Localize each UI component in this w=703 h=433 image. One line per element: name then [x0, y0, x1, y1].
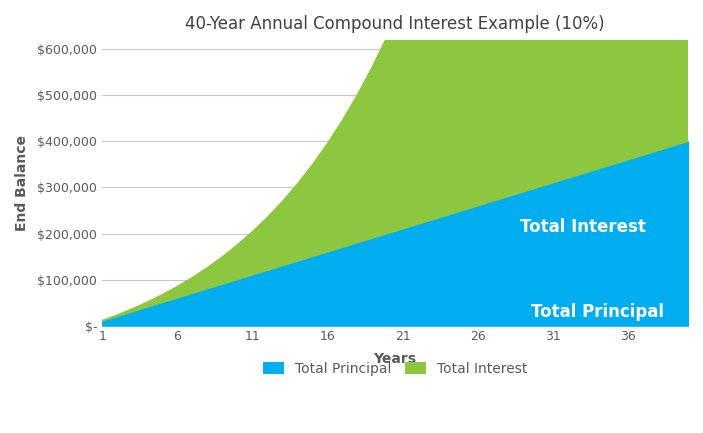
Legend: Total Principal, Total Interest: Total Principal, Total Interest — [257, 356, 533, 381]
Text: Total Interest: Total Interest — [520, 218, 646, 236]
Y-axis label: End Balance: End Balance — [15, 135, 29, 231]
X-axis label: Years: Years — [373, 352, 417, 366]
Title: 40-Year Annual Compound Interest Example (10%): 40-Year Annual Compound Interest Example… — [186, 15, 605, 33]
Text: Total Principal: Total Principal — [531, 303, 664, 321]
